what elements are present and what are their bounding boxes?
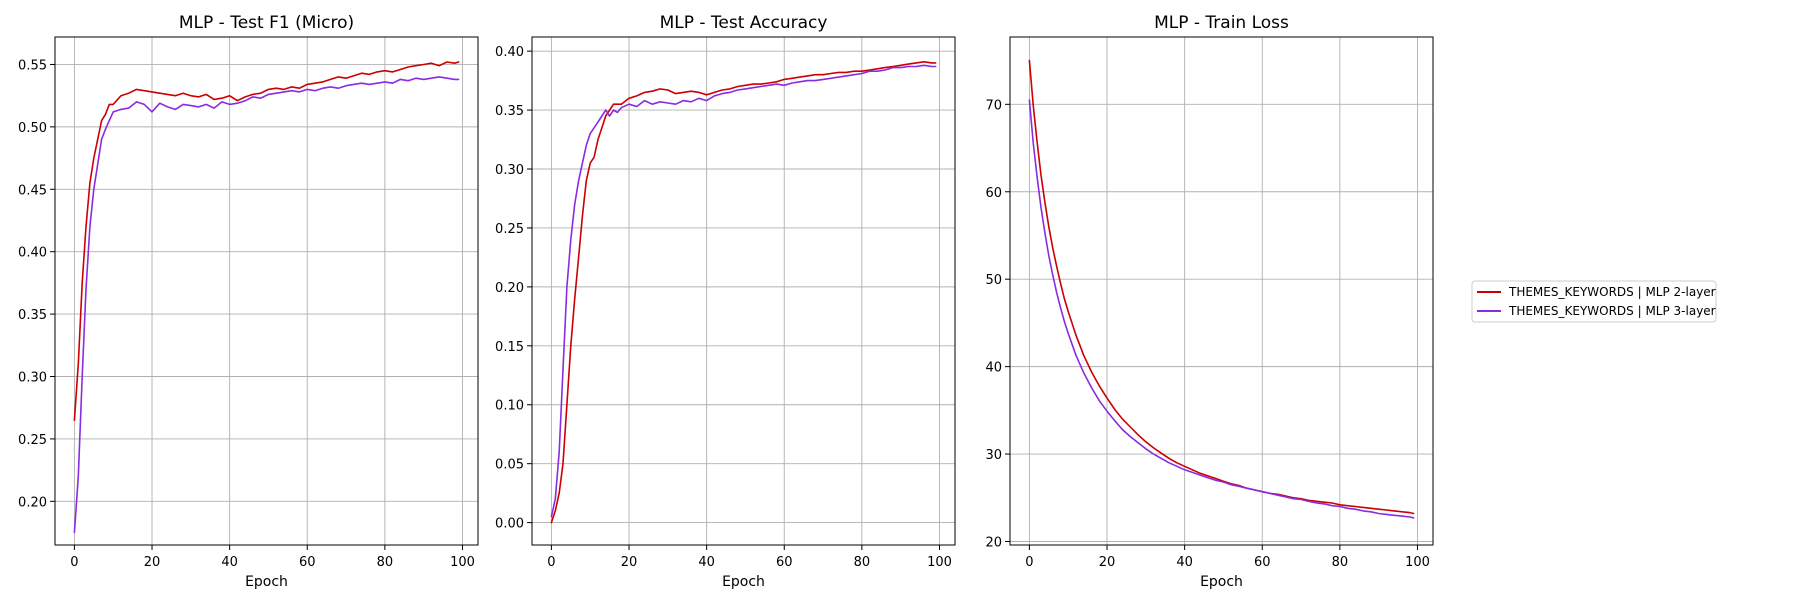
legend-entry-3layer: THEMES_KEYWORDS | MLP 3-layer: [1477, 304, 1716, 318]
x-tick-label: 100: [450, 555, 475, 570]
y-tick-label: 0.00: [495, 517, 524, 532]
panel-title: MLP - Test Accuracy: [660, 13, 828, 33]
y-tick-label: 0.25: [495, 222, 524, 237]
x-tick-label: 60: [1254, 555, 1271, 570]
x-tick-label: 40: [698, 555, 715, 570]
y-tick-label: 0.30: [18, 370, 47, 385]
plot-frame: [54, 36, 479, 546]
y-tick-label: 50: [985, 273, 1002, 288]
y-tick-label: 0.20: [495, 281, 524, 296]
legend: THEMES_KEYWORDS | MLP 2-layer THEMES_KEY…: [1471, 280, 1717, 323]
x-tick-label: 20: [621, 555, 638, 570]
y-tick-label: 0.25: [18, 433, 47, 448]
x-tick-label: 60: [299, 555, 316, 570]
series-line-mlp-2-layer: [550, 60, 937, 524]
legend-entry-2layer: THEMES_KEYWORDS | MLP 2-layer: [1477, 285, 1716, 299]
y-tick-label: 40: [985, 361, 1002, 376]
y-tick-label: 70: [985, 98, 1002, 113]
panel-train-loss: MLP - Train Loss 0 20 40 60 80 100 20 30 40 50 60 7…: [985, 13, 1434, 590]
x-tick-label: 100: [1405, 555, 1430, 570]
x-axis-label: Epoch: [722, 574, 765, 590]
panel-test-f1: MLP - Test F1 (Micro) 0 20 40 60 80 100 0.20 0.…: [18, 13, 479, 590]
x-tick-label: 60: [776, 555, 793, 570]
x-tick-label: 100: [927, 555, 952, 570]
x-tick-label: 20: [1099, 555, 1116, 570]
y-tick-label: 0.45: [18, 183, 47, 198]
ticks-layer: 0 20 40 60 80 100 0.00 0.05 0.10 0.15 0.20 0.25 0.30…: [495, 45, 952, 570]
panel-title: MLP - Test F1 (Micro): [179, 13, 354, 33]
y-tick-label: 0.35: [495, 104, 524, 119]
panel-title: MLP - Train Loss: [1154, 13, 1289, 33]
legend-frame: [1471, 280, 1717, 323]
y-tick-label: 0.50: [18, 121, 47, 136]
x-axis-label: Epoch: [1200, 574, 1243, 590]
plot-frame: [531, 36, 956, 546]
series-layer: [1028, 59, 1415, 519]
grid-layer: [532, 37, 955, 545]
legend-label: THEMES_KEYWORDS | MLP 2-layer: [1508, 285, 1716, 299]
y-tick-label: 0.30: [495, 163, 524, 178]
panel-test-accuracy: MLP - Test Accuracy 0 20 40 60 80 100 0.00 0.05…: [495, 13, 956, 590]
y-tick-label: 0.20: [18, 495, 47, 510]
grid-layer: [1010, 37, 1433, 545]
plot-frame: [1009, 36, 1434, 546]
y-tick-label: 0.40: [18, 246, 47, 261]
y-tick-label: 0.40: [495, 45, 524, 60]
x-axis-label: Epoch: [245, 574, 288, 590]
x-tick-label: 0: [1025, 555, 1033, 570]
y-tick-label: 30: [985, 448, 1002, 463]
ticks-layer: 0 20 40 60 80 100 0.20 0.25 0.30 0.35 0.40 0.45 0.50…: [18, 58, 475, 570]
series-layer: [550, 60, 937, 524]
series-layer: [73, 61, 460, 534]
x-tick-label: 80: [377, 555, 394, 570]
series-line-mlp-3-layer: [73, 76, 460, 534]
x-tick-label: 80: [1332, 555, 1349, 570]
x-tick-label: 40: [221, 555, 238, 570]
grid-layer: [55, 37, 478, 545]
series-line-mlp-3-layer: [1028, 99, 1415, 519]
y-tick-label: 0.10: [495, 399, 524, 414]
y-tick-label: 0.55: [18, 58, 47, 73]
series-line-mlp-2-layer: [73, 61, 460, 422]
legend-label: THEMES_KEYWORDS | MLP 3-layer: [1508, 304, 1716, 318]
ticks-layer: 0 20 40 60 80 100 20 30 40 50 60 70: [985, 98, 1429, 570]
y-tick-label: 60: [985, 186, 1002, 201]
y-tick-label: 20: [985, 536, 1002, 551]
y-tick-label: 0.05: [495, 458, 524, 473]
x-tick-label: 40: [1176, 555, 1193, 570]
x-tick-label: 0: [547, 555, 555, 570]
y-tick-label: 0.15: [495, 340, 524, 355]
x-tick-label: 80: [854, 555, 871, 570]
x-tick-label: 20: [144, 555, 161, 570]
series-line-mlp-2-layer: [1028, 59, 1415, 515]
y-tick-label: 0.35: [18, 308, 47, 323]
series-line-mlp-3-layer: [550, 64, 937, 518]
x-tick-label: 0: [70, 555, 78, 570]
